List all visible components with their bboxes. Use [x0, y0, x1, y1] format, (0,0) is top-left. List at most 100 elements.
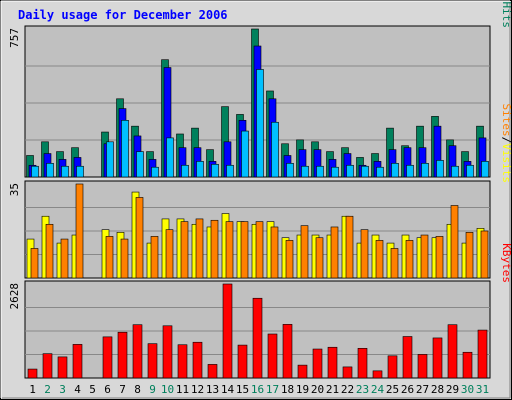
bar-sites-day-17 [270, 226, 279, 279]
bar-sites-day-14 [225, 221, 234, 279]
bar-kbytes-day-25 [387, 355, 398, 379]
chart-title: Daily usage for December 2006 [18, 8, 228, 22]
bar-sites-day-2 [45, 223, 54, 279]
bar-kbytes-day-18 [282, 324, 293, 379]
panel-visits-sites: 35 Sites/Visits [8, 104, 512, 279]
bar-kbytes-day-12 [192, 341, 203, 379]
bar-pages-day-30 [466, 164, 474, 178]
day-label-15: 15 [236, 383, 249, 396]
panel-hits-files-pages: 757 Pages/Files/Hits [8, 0, 512, 178]
day-label-9: 9 [149, 383, 156, 396]
bar-kbytes-day-4 [72, 344, 83, 379]
bar-sites-day-23 [360, 229, 369, 279]
bar-kbytes-day-14 [222, 283, 233, 379]
bar-pages-day-12 [196, 161, 204, 178]
day-label-1: 1 [29, 383, 36, 396]
bar-pages-day-1 [31, 165, 39, 178]
legend-item-hits-files-pages-3: / [500, 0, 512, 2]
day-label-21: 21 [326, 383, 339, 396]
bar-pages-day-23 [361, 165, 369, 178]
bar-sites-day-26 [405, 240, 414, 279]
bar-kbytes-day-6 [102, 336, 113, 379]
bar-pages-day-18 [286, 163, 294, 178]
bar-kbytes-day-20 [312, 348, 323, 379]
bar-kbytes-day-29 [447, 324, 458, 379]
day-label-23: 23 [356, 383, 369, 396]
bar-kbytes-day-24 [372, 370, 383, 379]
bar-kbytes-day-17 [267, 333, 278, 379]
bar-kbytes-day-3 [57, 356, 68, 379]
day-label-31: 31 [476, 383, 489, 396]
bar-pages-day-13 [211, 163, 219, 178]
day-label-10: 10 [161, 383, 174, 396]
bar-sites-day-12 [195, 218, 204, 279]
day-label-11: 11 [176, 383, 189, 396]
day-label-29: 29 [446, 383, 459, 396]
legend-item-visits-sites-1: / [500, 137, 512, 144]
bar-pages-day-25 [391, 163, 399, 178]
day-label-18: 18 [281, 383, 294, 396]
day-label-3: 3 [59, 383, 66, 396]
day-label-14: 14 [221, 383, 235, 396]
bar-pages-day-31 [481, 161, 489, 178]
day-label-2: 2 [44, 383, 51, 396]
bar-pages-day-27 [421, 163, 429, 178]
bar-kbytes-day-9 [147, 343, 158, 379]
bar-kbytes-day-11 [177, 344, 188, 379]
day-label-27: 27 [416, 383, 429, 396]
bar-kbytes-day-22 [342, 366, 353, 379]
bar-kbytes-day-30 [462, 351, 473, 379]
bar-pages-day-22 [346, 164, 354, 178]
day-label-19: 19 [296, 383, 309, 396]
day-label-6: 6 [104, 383, 111, 396]
bar-pages-day-9 [151, 166, 159, 178]
bar-pages-day-24 [376, 166, 384, 178]
day-label-28: 28 [431, 383, 444, 396]
bar-sites-day-27 [420, 234, 429, 279]
y-max-label-visits-sites: 35 [8, 183, 21, 196]
day-label-8: 8 [134, 383, 141, 396]
bar-pages-day-29 [451, 165, 459, 178]
panel-kbytes: 2628 KBytes [8, 243, 512, 379]
bar-pages-day-28 [436, 160, 444, 178]
bar-sites-day-16 [255, 221, 264, 279]
bar-sites-day-6 [105, 236, 114, 279]
day-label-4: 4 [74, 383, 81, 396]
day-label-7: 7 [119, 383, 126, 396]
bar-sites-day-18 [285, 240, 294, 279]
day-label-25: 25 [386, 383, 399, 396]
chart-panels: 757Pages/Files/Hits 35 Sites/Visits 2628KBy… [8, 0, 512, 379]
day-label-26: 26 [401, 383, 414, 396]
bar-sites-day-22 [345, 215, 354, 279]
bar-pages-day-4 [76, 165, 84, 178]
legend-visits-sites: Sites/Visits [500, 104, 512, 184]
day-label-17: 17 [266, 383, 279, 396]
bar-kbytes-day-2 [42, 353, 53, 379]
day-label-30: 30 [461, 383, 474, 396]
bar-pages-day-10 [166, 137, 174, 178]
legend-item-hits-files-pages-4: Hits [500, 2, 512, 29]
bar-pages-day-19 [301, 165, 309, 178]
bar-kbytes-day-1 [27, 368, 38, 379]
bar-kbytes-day-26 [402, 336, 413, 379]
bar-kbytes-day-21 [327, 346, 338, 379]
bar-pages-day-15 [241, 130, 249, 178]
bar-sites-day-21 [330, 226, 339, 279]
bar-sites-day-1 [30, 248, 39, 279]
day-label-12: 12 [191, 383, 204, 396]
bar-kbytes-day-23 [357, 348, 368, 379]
bar-pages-day-3 [61, 165, 69, 178]
legend-hits-files-pages: Pages/Files/Hits [500, 0, 512, 28]
bar-sites-day-20 [315, 237, 324, 279]
bar-sites-day-28 [435, 236, 444, 279]
legend-item-visits-sites-2: Visits [500, 143, 512, 183]
bar-kbytes-day-7 [117, 331, 128, 379]
day-axis-labels: 1 2 3 4 5 6 7 8 9 10 11 12 13 14 15 16 17 18 19 20 21 22 23 24 2… [29, 383, 489, 396]
bar-sites-day-3 [60, 238, 69, 279]
bar-sites-day-7 [120, 238, 129, 279]
bar-kbytes-day-27 [417, 354, 428, 379]
bar-kbytes-day-10 [162, 325, 173, 379]
bar-sites-day-4 [75, 183, 84, 279]
bar-sites-day-8 [135, 197, 144, 279]
bar-sites-day-11 [180, 221, 189, 279]
